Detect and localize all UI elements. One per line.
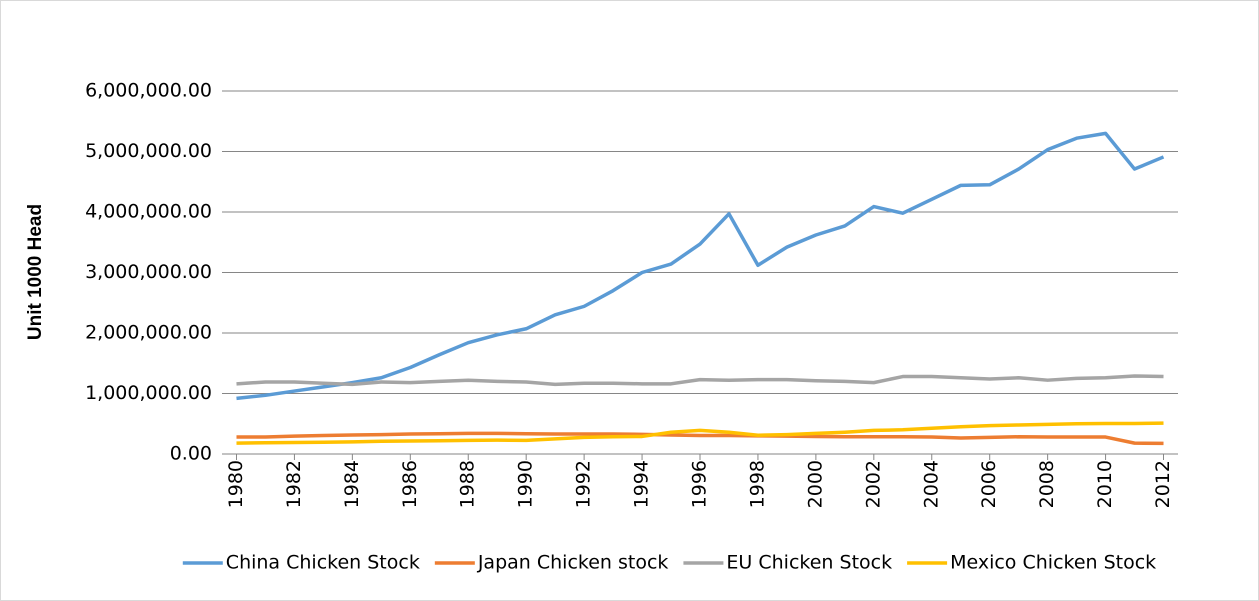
x-tick-label: 1986 <box>399 460 421 508</box>
x-tick-label: 2010 <box>1094 460 1116 508</box>
x-tick-label: 1980 <box>225 460 247 508</box>
x-tick-label: 1996 <box>689 460 711 508</box>
x-tick-label: 2012 <box>1152 460 1174 508</box>
x-tick-label: 1984 <box>341 460 363 508</box>
x-tick-label: 1988 <box>457 460 479 508</box>
x-tick-label: 2000 <box>804 460 826 508</box>
x-tick-label: 1992 <box>573 460 595 508</box>
legend-label: China Chicken Stock <box>226 552 420 574</box>
y-tick-label: 4,000,000.00 <box>85 201 212 223</box>
y-tick-label: 3,000,000.00 <box>85 261 212 283</box>
y-tick-label: 6,000,000.00 <box>85 80 212 102</box>
x-tick-label: 1998 <box>746 460 768 508</box>
x-tick-label: 2008 <box>1036 460 1058 508</box>
x-tick-label: 1982 <box>283 460 305 508</box>
x-tick-label: 2002 <box>862 460 884 508</box>
x-tick-label: 2006 <box>978 460 1000 508</box>
y-tick-label: 5,000,000.00 <box>85 140 212 162</box>
legend-label: Japan Chicken stock <box>477 552 669 574</box>
y-tick-label: 1,000,000.00 <box>85 382 212 404</box>
series-line <box>236 374 1164 387</box>
y-axis-title: Unit 1000 Head <box>25 204 46 340</box>
y-tick-label: 0.00 <box>170 443 212 465</box>
x-tick-label: 2004 <box>920 460 942 508</box>
series-line <box>236 131 1165 401</box>
x-tick-label: 1990 <box>515 460 537 508</box>
legend-label: Mexico Chicken Stock <box>950 552 1156 574</box>
x-tick-label: 1994 <box>631 460 653 508</box>
series-line <box>236 431 1164 446</box>
legend-label: EU Chicken Stock <box>726 552 892 574</box>
y-tick-label: 2,000,000.00 <box>85 322 212 344</box>
series-line <box>236 421 1164 445</box>
